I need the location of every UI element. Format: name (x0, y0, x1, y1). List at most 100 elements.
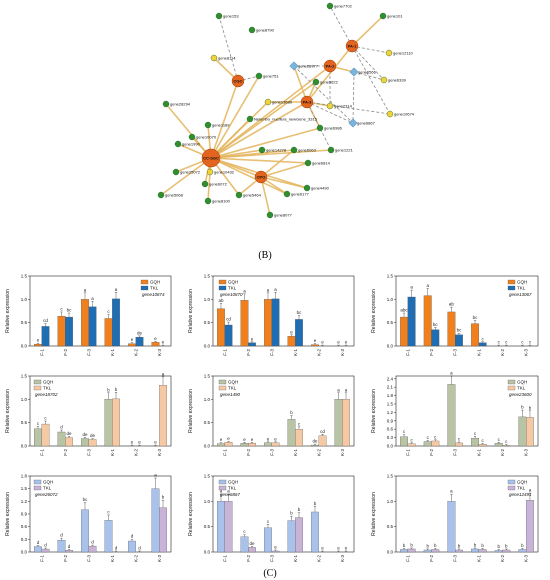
significance-letter: abc (400, 308, 408, 313)
y-tick-label: 1.8 (387, 393, 394, 398)
legend-swatch (218, 379, 227, 385)
significance-letter: e (290, 329, 293, 334)
y-tick-label: 1.5 (204, 374, 211, 379)
bar-gqh (494, 550, 503, 553)
legend-label: GQH (228, 480, 238, 485)
x-tick-label: K-1 (293, 349, 298, 357)
significance-letter: de (137, 330, 143, 335)
gene-node (290, 146, 298, 154)
bar-tkl (135, 336, 144, 347)
significance-letter: b (505, 543, 508, 548)
bar-tkl (65, 550, 73, 553)
hub-node-label: PA-2 (326, 64, 336, 69)
x-tick-label: F-2 (429, 555, 434, 562)
significance-letter: e (162, 340, 165, 345)
bar-tkl (112, 298, 120, 347)
gene-node-label: gene1990 (182, 142, 201, 147)
gene-node (326, 2, 334, 10)
bar-tkl (407, 296, 416, 347)
significance-letter: c (427, 435, 430, 440)
x-tick-label: F-2 (63, 555, 68, 562)
bar-tkl (431, 329, 440, 347)
gene-node-label: gene6339 (388, 78, 407, 83)
bar-gqh (447, 384, 456, 447)
x-tick-label: K-1 (476, 555, 481, 563)
network-edge (260, 176, 271, 216)
x-tick-label: K-3 (157, 449, 162, 457)
x-tick-label: K-1 (110, 349, 115, 357)
bar-tkl (502, 549, 511, 553)
legend-swatch (218, 279, 227, 285)
gene-node (304, 159, 312, 167)
y-tick-label: 1.5 (204, 274, 211, 279)
plot-frame (29, 375, 172, 447)
significance-letter: e (154, 336, 157, 341)
gene-node-label: gene7702 (334, 4, 353, 9)
y-tick-label: 0.5 (387, 524, 394, 529)
network-edge (210, 75, 260, 159)
gene-node (303, 184, 311, 192)
significance-letter: a (426, 283, 429, 288)
significance-letter: c (107, 510, 110, 515)
network-edge-dashed (293, 65, 354, 124)
x-tick-label: F-3 (269, 349, 274, 356)
hub-node-label: CC-SGC (203, 156, 219, 161)
x-tick-label: K-2 (133, 449, 138, 457)
significance-letter: c (37, 421, 40, 426)
significance-letter: b (426, 543, 429, 548)
x-tick-label: F-3 (86, 449, 91, 456)
gene-name: gene23600 (509, 392, 532, 397)
gene-node-label: gene8100 (212, 199, 231, 204)
y-tick-label: 1.0 (204, 499, 211, 504)
gene-node (201, 180, 209, 188)
x-tick-label: F-2 (429, 349, 434, 356)
significance-letter: e (37, 338, 40, 343)
bar-gqh (57, 431, 66, 447)
significance-letter: e (314, 338, 317, 343)
bar-gqh (81, 509, 89, 553)
significance-letter: e (337, 340, 340, 345)
gene-node (215, 12, 223, 20)
legend-label: GQH (517, 380, 527, 385)
gene-name: gene6867 (220, 492, 241, 497)
gene-name: gene18702 (35, 392, 58, 397)
y-tick-label: 1.5 (387, 274, 394, 279)
bar-gqh (264, 527, 272, 553)
hub-node (323, 59, 337, 73)
bar-tkl (224, 501, 233, 553)
gene-name: gene10870 (220, 292, 243, 297)
x-tick-label: F-1 (222, 349, 227, 356)
bar-gqh (447, 311, 456, 347)
bar-gqh (81, 438, 89, 447)
significance-letter: e (274, 544, 277, 549)
legend-swatch (507, 379, 516, 385)
bar-tkl (88, 439, 97, 447)
y-tick-label: 0.5 (21, 420, 28, 425)
gene-node-label: gene10674 (394, 112, 415, 117)
bar-tkl (295, 517, 303, 553)
significance-letter: bc (433, 322, 439, 327)
significance-letter: c (434, 434, 437, 439)
x-tick-label: K-1 (110, 449, 115, 457)
x-tick-label: F-2 (63, 349, 68, 356)
network-edge-dashed (218, 15, 239, 82)
significance-letter: e (220, 437, 223, 442)
gene-name: gene1490 (220, 392, 241, 397)
x-tick-label: F-2 (246, 349, 251, 356)
x-tick-label: F-3 (453, 349, 458, 356)
x-tick-label: F-1 (39, 449, 44, 456)
y-tick-label: 0.0 (387, 344, 394, 349)
significance-letter: a (154, 473, 157, 478)
significance-letter: c (505, 340, 508, 345)
y-tick-label: 1.0 (204, 397, 211, 402)
significance-letter: e (227, 436, 230, 441)
x-tick-label: K-2 (500, 349, 505, 357)
legend-swatch (218, 385, 227, 391)
network-edge (260, 162, 309, 178)
significance-letter: e (251, 437, 254, 442)
bar-tkl (407, 443, 416, 447)
significance-letter: a (227, 489, 230, 494)
significance-letter: ab (218, 298, 224, 303)
